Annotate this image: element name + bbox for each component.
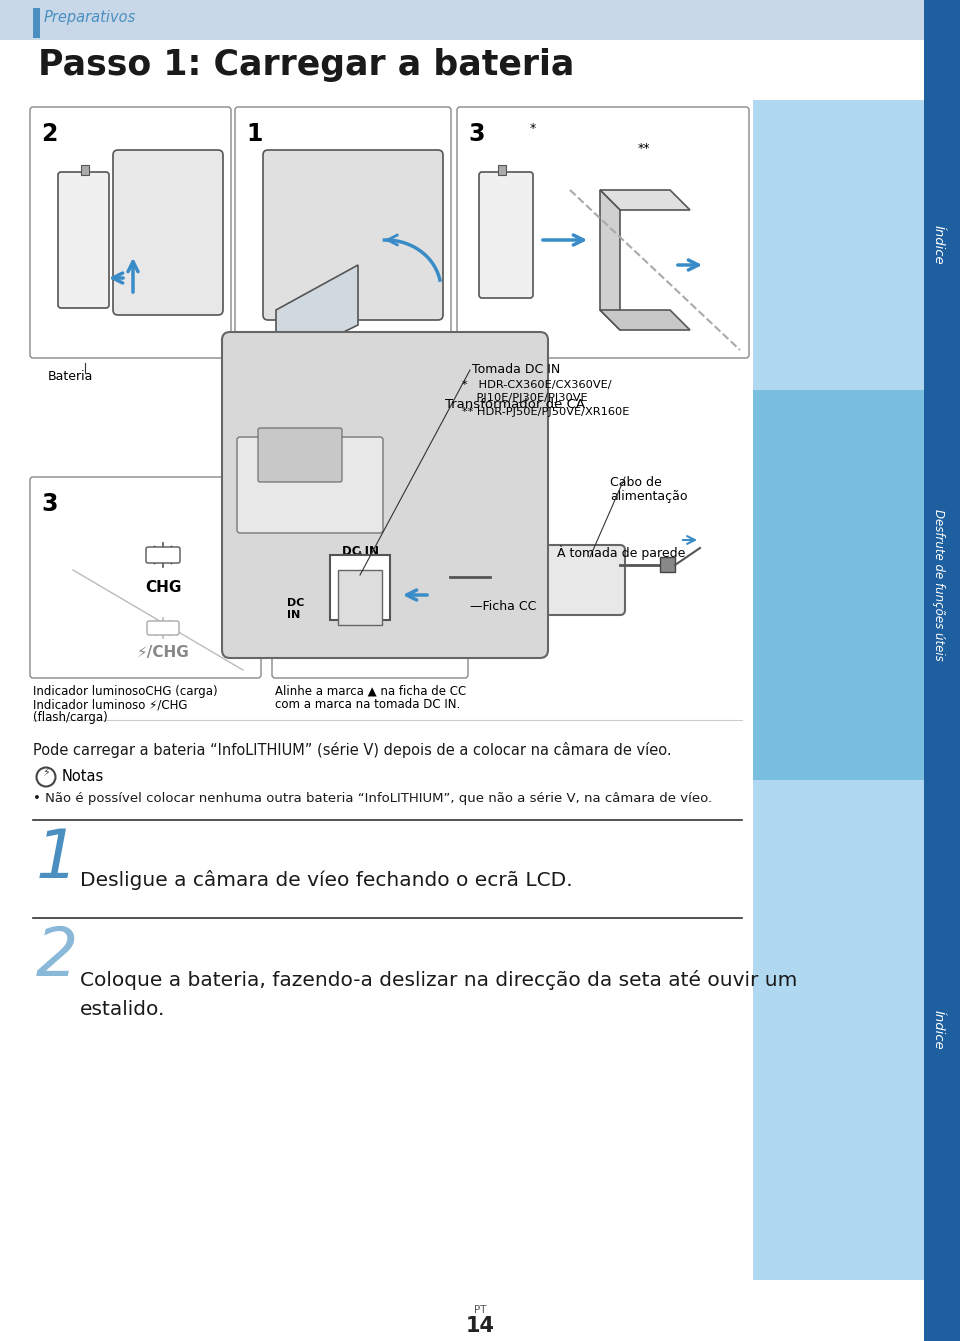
Bar (753, 780, 924, 1281)
Text: PJ10E/PJ30E/PJ30VE: PJ10E/PJ30E/PJ30VE (462, 393, 588, 404)
FancyBboxPatch shape (485, 544, 625, 616)
Text: 1: 1 (246, 122, 262, 146)
Text: Indicador luminoso ⚡/CHG: Indicador luminoso ⚡/CHG (33, 699, 187, 711)
FancyBboxPatch shape (272, 477, 468, 679)
Text: ⚡: ⚡ (42, 768, 50, 778)
FancyBboxPatch shape (237, 437, 383, 532)
Polygon shape (600, 190, 620, 330)
Text: Índice: Índice (931, 225, 945, 264)
Text: **: ** (638, 142, 651, 156)
Text: 3: 3 (283, 492, 300, 516)
Bar (498, 165, 506, 174)
Text: 1: 1 (36, 826, 79, 892)
Text: DC: DC (287, 598, 304, 607)
Text: DC IN: DC IN (342, 544, 378, 558)
Bar (660, 557, 675, 573)
Text: Coloque a bateria, fazendo-a deslizar na direcção da seta até ouvir um: Coloque a bateria, fazendo-a deslizar na… (80, 970, 798, 990)
Text: Bateria: Bateria (48, 370, 93, 384)
Text: • Não é possível colocar nenhuma outra bateria “InfoLITHIUM”, que não a série V,: • Não é possível colocar nenhuma outra b… (33, 793, 712, 805)
Bar (753, 101, 924, 390)
Text: estalido.: estalido. (80, 1000, 165, 1019)
Bar (33, 8, 40, 38)
FancyBboxPatch shape (30, 107, 231, 358)
Text: À tomada de parede: À tomada de parede (557, 544, 685, 559)
Text: Cabo de: Cabo de (610, 476, 661, 489)
Text: IN: IN (287, 610, 300, 620)
Text: 2: 2 (36, 924, 79, 990)
Text: Desfrute de funções úteis: Desfrute de funções úteis (931, 510, 945, 661)
FancyBboxPatch shape (479, 172, 533, 298)
Text: —Ficha CC: —Ficha CC (470, 599, 537, 613)
Polygon shape (600, 310, 690, 330)
FancyBboxPatch shape (258, 428, 342, 481)
Text: CHG: CHG (145, 581, 181, 595)
FancyBboxPatch shape (263, 150, 443, 320)
Text: Transformador de CA: Transformador de CA (445, 398, 585, 410)
FancyBboxPatch shape (113, 150, 223, 315)
Bar (330, 573, 360, 590)
FancyBboxPatch shape (30, 477, 261, 679)
FancyBboxPatch shape (147, 621, 179, 636)
FancyBboxPatch shape (457, 107, 749, 358)
Bar (0, 0, 960, 40)
Text: *: * (530, 122, 537, 135)
Text: ** HDR-PJ50E/PJ50VE/XR160E: ** HDR-PJ50E/PJ50VE/XR160E (462, 408, 630, 417)
Bar (338, 570, 382, 625)
Bar (330, 555, 390, 620)
Text: Preparativos: Preparativos (44, 9, 136, 25)
Bar (753, 390, 924, 780)
FancyBboxPatch shape (146, 547, 180, 563)
Text: Índice: Índice (931, 1010, 945, 1050)
Bar (924, 0, 960, 1341)
FancyBboxPatch shape (222, 333, 548, 658)
Bar (81, 165, 89, 174)
FancyBboxPatch shape (58, 172, 109, 308)
Text: ⚡/CHG: ⚡/CHG (136, 645, 189, 660)
Text: com a marca na tomada DC IN.: com a marca na tomada DC IN. (275, 699, 460, 711)
Text: *   HDR-CX360E/CX360VE/: * HDR-CX360E/CX360VE/ (462, 380, 612, 390)
FancyBboxPatch shape (235, 107, 451, 358)
Text: Tomada DC IN: Tomada DC IN (472, 363, 561, 375)
Text: (flash/carga): (flash/carga) (33, 711, 108, 724)
Polygon shape (600, 190, 690, 211)
Text: 14: 14 (466, 1316, 494, 1336)
Text: Indicador luminosoCHG (carga): Indicador luminosoCHG (carga) (33, 685, 218, 699)
Text: 3: 3 (468, 122, 485, 146)
Text: Desligue a câmara de víeo fechando o ecrã LCD.: Desligue a câmara de víeo fechando o ecr… (80, 870, 572, 890)
Text: Notas: Notas (62, 768, 105, 784)
Text: PT: PT (473, 1305, 487, 1316)
Text: Alinhe a marca ▲ na ficha de CC: Alinhe a marca ▲ na ficha de CC (275, 685, 467, 699)
Text: Passo 1: Carregar a bateria: Passo 1: Carregar a bateria (38, 48, 574, 82)
Text: alimentação: alimentação (610, 489, 687, 503)
Polygon shape (276, 266, 358, 365)
Text: Pode carregar a bateria “InfoLITHIUM” (série V) depois de a colocar na câmara de: Pode carregar a bateria “InfoLITHIUM” (s… (33, 742, 672, 758)
Text: 2: 2 (41, 122, 58, 146)
Text: 3: 3 (41, 492, 58, 516)
